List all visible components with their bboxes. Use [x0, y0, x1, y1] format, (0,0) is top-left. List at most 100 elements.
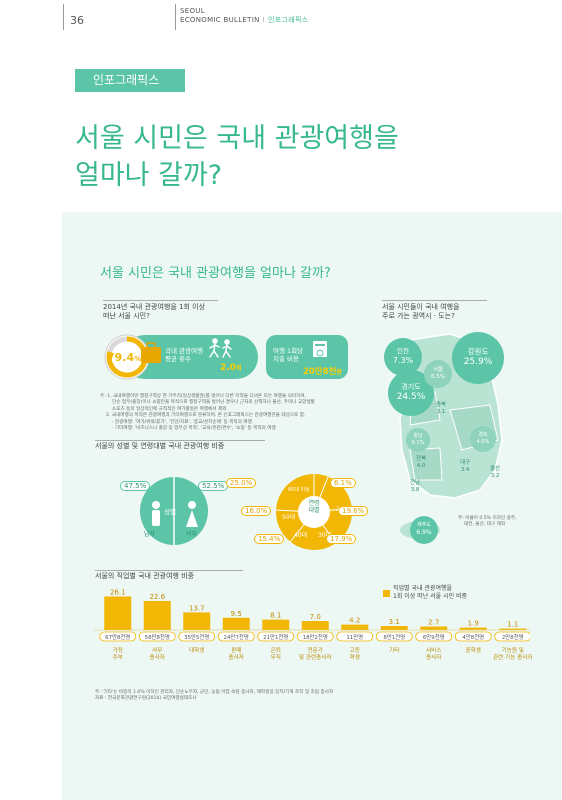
sec1-cost-number: 20만8천	[303, 367, 337, 377]
occupation-category-line: 종사자	[228, 655, 244, 661]
category-tag: 인포그래픽스	[75, 69, 185, 92]
region-value: 3.8	[410, 487, 420, 493]
count-label: 6만9천명	[423, 633, 445, 641]
age-title: 연령 대별	[300, 500, 328, 514]
infographic-title: 서울 시민은 국내 관광여행을 얼마나 갈까?	[100, 266, 331, 281]
map-note-line2: 대전, 울산, 대구 제외	[464, 522, 506, 528]
occupation-category-line: 관련 기능 종사자	[492, 655, 533, 661]
map-note: 주: 비율이 0.5% 이하인 광주, 대전, 울산, 대구 제외	[458, 516, 530, 529]
age-chart-graphic	[275, 474, 353, 550]
map-region-chungbuk: 충북 3.1	[436, 402, 446, 416]
count-label: 4만8천명	[462, 633, 484, 641]
region-name: 경기도	[401, 383, 421, 391]
bar-value-label: 2.7	[428, 619, 439, 627]
count-pill	[415, 631, 453, 642]
sec3-note-line1: 주: '기타'는 비중이 1.0% 이하인 관리자, 단순노무자, 군인, 농림…	[95, 690, 334, 695]
sec1-note-line: · 기타여행: '비즈니스나 출장 등 업무상 목적', '교육/훈련/연수',…	[112, 426, 276, 432]
bar	[301, 621, 329, 630]
region-value: 4.6%	[476, 439, 490, 445]
sec1-cost-label: 여행 1회당 지출 비용	[273, 347, 303, 363]
sec1-stats-graphic	[104, 334, 348, 380]
sec1-avg-label-line2: 평균 횟수	[165, 355, 191, 363]
bar-value-label: 26.1	[110, 588, 126, 596]
legend-text: 직업별 국내 관광여행을 1회 이상 떠난 서울 시민 비중	[393, 585, 467, 601]
sec1-note-line: 주: 1. 국내여행이란 행정구역상 현 거주지(일상생활권)를 벗어나 다른 …	[100, 394, 307, 399]
bar-value-label: 1.9	[468, 620, 479, 628]
age-pct-20: 19.6%	[338, 506, 369, 516]
occupation-category-line: 대학생	[189, 648, 205, 654]
map-region-ulsan: 울산 3.2	[490, 466, 500, 480]
count-label: 58만8천명	[145, 633, 170, 641]
count-label: 2만8천명	[502, 633, 524, 641]
age-pct-40: 15.4%	[254, 534, 285, 544]
map-region-chungnam: 충남 6.1%	[406, 428, 430, 452]
map-region-gyeongbuk: 경북 4.6%	[470, 426, 496, 452]
occupation-category-line: 전문가	[307, 648, 323, 654]
occupation-category-label: 서비스 종사자	[412, 648, 456, 662]
occupation-category-line: 중학생	[465, 648, 481, 654]
count-pill	[375, 631, 413, 642]
bar-value-label: 1.1	[507, 621, 518, 629]
age-title-line2: 대별	[308, 507, 320, 514]
region-name: 강원도	[467, 347, 489, 356]
occupation-category-label: 전문가 및 관련종사자	[293, 648, 337, 662]
occupation-category-line: 종사자	[426, 655, 442, 661]
occupation-category-label: 사무 종사자	[135, 648, 179, 662]
age-label-40: 40대	[294, 532, 308, 539]
sec2-label: 서울의 성별 및 연령대별 국내 관광여행 비중	[95, 442, 225, 450]
map-label: 서울 시민들이 국내 여행을 주로 가는 광역시 · 도는?	[382, 303, 460, 321]
sec1-avg-unit: 회	[235, 365, 242, 372]
sec3-label: 서울의 직업별 국내 관광여행 비중	[95, 572, 195, 580]
gender-chart: 성별 47.5% 52.5% 남자 여자	[120, 475, 230, 555]
sec3-rule	[95, 570, 243, 571]
region-value: 24.5%	[396, 392, 426, 402]
count-label: 8만1천명	[383, 633, 405, 641]
occupation-category-line: 및 관련종사자	[298, 655, 332, 661]
occupation-category-line: 판매	[231, 648, 242, 654]
count-pill	[99, 631, 137, 642]
count-pill	[138, 631, 176, 642]
sec1-note-line: · 관광여행: '여가/위락/휴가', '건강/치료', '종교/성지순례' 등…	[112, 419, 252, 425]
map-label-line1: 서울 시민들이 국내 여행을	[382, 303, 460, 311]
sec1-note-line: 2. 국내여행의 목적은 관광여행과 기타여행으로 분류하며, 본 인포그래픽스…	[106, 413, 306, 419]
region-value: 4.0	[416, 463, 426, 469]
page-title-line1: 서울 시민은 국내 관광여행을	[75, 123, 399, 154]
occupation-category-line: 기능원 및	[501, 648, 524, 654]
sec1-percent-unit: %	[134, 355, 142, 363]
age-pct-60: 25.0%	[226, 478, 257, 488]
page-title-line2: 얼마나 갈까?	[75, 160, 223, 191]
sec1-percent-value: 79.4	[107, 351, 135, 364]
map-region-jeonnam: 전남 3.8	[410, 480, 420, 494]
header-divider-left	[63, 4, 64, 30]
region-value: 7.3%	[392, 356, 414, 365]
bar	[380, 626, 408, 630]
occupation-category-line: 종사자	[149, 655, 165, 661]
occupation-category-line: 학생	[349, 655, 360, 661]
sec1-avg-number: 2.0	[220, 363, 236, 373]
region-name: 전북	[416, 456, 427, 462]
gender-title: 성별	[164, 508, 176, 516]
region-name: 전남	[410, 480, 421, 486]
bar	[222, 617, 250, 630]
brand-line2: ECONOMIC BULLETIN	[180, 16, 260, 24]
region-name: 울산	[490, 466, 501, 472]
legend-line1: 직업별 국내 관광여행을	[393, 585, 453, 592]
region-value: 6.5%	[431, 374, 445, 380]
map-region-jeonbuk: 전북 4.0	[416, 456, 426, 470]
count-label: 24만7천명	[224, 633, 249, 641]
bar-value-label: 22.6	[149, 593, 165, 601]
map-region-gangwon: 강원도 25.9%	[452, 332, 504, 384]
sec1-note-line: 단순 업무(출장)이나 쇼핑만을 목적으로 행정구역을 벗어난 경우나 근처의 …	[112, 400, 315, 406]
occupation-category-line: 가정	[112, 648, 123, 654]
male-pct: 47.5%	[120, 481, 151, 491]
sec2-rule	[95, 440, 265, 441]
age-label-50: 50대	[282, 514, 296, 521]
occupation-category-line: 은퇴	[270, 648, 281, 654]
count-pill	[178, 631, 216, 642]
count-pill	[454, 631, 492, 642]
occupation-category-label: 대학생	[175, 648, 219, 655]
page-number: 36	[70, 14, 84, 27]
sec3-note-line2: 자료 : 한국문화관광연구원(2014) 국민여행실태조사	[95, 696, 197, 702]
occupation-category-label: 고등 학생	[333, 648, 377, 662]
region-name: 인천	[397, 347, 409, 355]
